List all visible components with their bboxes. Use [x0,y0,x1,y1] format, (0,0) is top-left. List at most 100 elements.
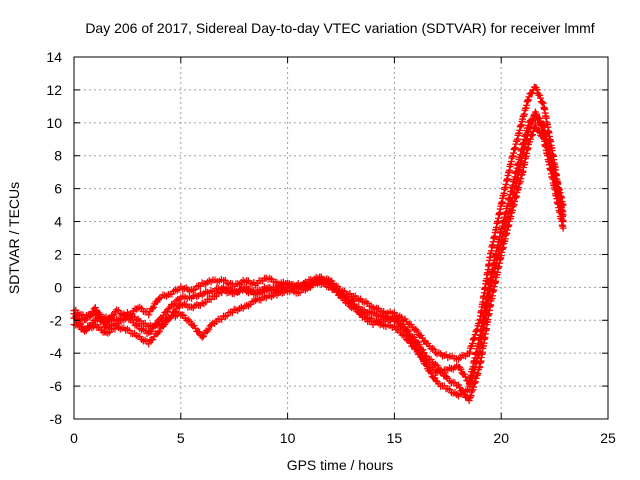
data-point [539,120,547,128]
x-tick-label: 25 [600,430,616,446]
x-tick-label: 10 [280,430,296,446]
data-point [104,329,112,337]
data-point [559,224,567,232]
data-point [111,307,119,315]
chart-title: Day 206 of 2017, Sidereal Day-to-day VTE… [85,20,594,36]
data-point [87,322,95,330]
data-point [266,274,274,282]
y-tick-label: 10 [46,115,62,131]
data-point [93,311,101,319]
data-point [395,321,403,329]
data-point [191,324,199,332]
data-point [418,334,426,342]
data-point [421,360,429,368]
x-tick-label: 0 [70,430,78,446]
data-point [442,373,450,381]
data-point [392,317,400,325]
data-point [91,304,99,312]
data-point [199,332,207,340]
data-point [337,289,345,297]
data-point [148,305,156,313]
y-tick-label: -6 [50,378,63,394]
x-axis-label: GPS time / hours [287,457,394,473]
data-point [339,292,347,300]
data-point [173,286,181,294]
data-point [466,348,474,356]
data-point [529,115,537,123]
y-tick-label: -4 [50,345,63,361]
data-point [171,300,179,308]
y-tick-label: 12 [46,82,62,98]
data-point [528,89,536,97]
data-point [427,369,435,377]
data-point [99,319,107,327]
plot-frame [73,56,609,420]
y-tick-label: 4 [54,214,62,230]
data-point [184,316,192,324]
data-point [172,297,180,305]
data-point [151,322,159,330]
y-tick-label: 8 [54,148,62,164]
data-point [342,293,350,301]
data-point [427,356,435,364]
data-point [415,341,423,349]
data-point [465,350,473,358]
data-point [456,383,464,391]
data-point [400,324,408,332]
data-point [468,339,476,347]
data-point [153,320,161,328]
data-point [268,293,276,301]
data-point [539,132,547,140]
data-point [420,349,428,357]
data-point [529,131,537,139]
data-point [430,345,438,353]
data-point [471,331,479,339]
data-point [536,128,544,136]
data-point [531,121,539,129]
data-point [150,303,158,311]
data-point [407,321,415,329]
data-point [369,303,377,311]
data-point [169,301,177,309]
x-tick-label: 5 [177,430,185,446]
data-point [539,99,547,107]
data-point [145,340,153,348]
y-tick-label: 14 [46,49,62,65]
series-track-4 [70,121,567,405]
data-point [412,325,420,333]
grid-layer [74,57,608,419]
data-point [175,302,183,310]
data-point [429,344,437,352]
data-point [422,361,430,369]
data-point [205,325,213,333]
data-point [526,124,534,132]
data-point [393,318,401,326]
data-point [138,326,146,334]
data-point [165,305,173,313]
data-point [525,93,533,101]
data-point [123,325,131,333]
data-point [145,311,153,319]
y-axis-label: SDTVAR / TECUs [6,182,22,294]
data-point [533,86,541,94]
x-tick-label: 20 [493,430,509,446]
data-point [538,98,546,106]
data-point [200,300,208,308]
data-point [133,321,141,329]
data-point [155,327,163,335]
data-point [180,311,188,319]
data-layer [70,83,567,405]
y-tick-label: 2 [54,246,62,262]
data-point [163,308,171,316]
data-point [116,325,124,333]
data-point [147,327,155,335]
data-point [432,360,440,368]
y-tick-label: -8 [50,411,63,427]
data-point [418,353,426,361]
data-point [433,361,441,369]
data-point [154,329,162,337]
data-point [410,334,418,342]
data-point [537,94,545,102]
y-tick-label: -2 [50,312,63,328]
